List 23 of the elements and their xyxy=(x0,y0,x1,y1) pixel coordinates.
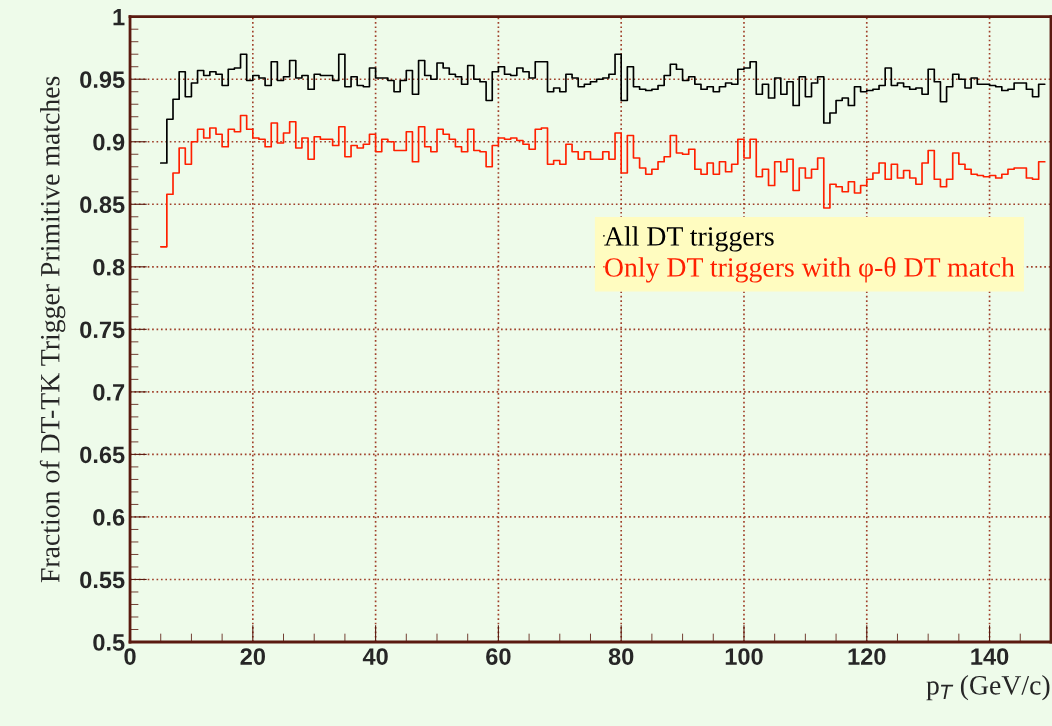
y-tick-label: 0.8 xyxy=(93,258,125,276)
y-tick-label: 0.7 xyxy=(93,383,125,401)
y-tick-label: 0.75 xyxy=(80,321,125,339)
y-tick-label: 0.55 xyxy=(80,571,125,589)
y-tick-label: 0.5 xyxy=(93,634,125,651)
y-tick-label: 0.85 xyxy=(80,196,125,214)
x-tick-label: 20 xyxy=(240,648,265,665)
x-tick-label: 100 xyxy=(725,648,763,665)
y-tick-label: 0.9 xyxy=(93,133,125,151)
x-axis-title: p$_{T}$ (GeV/c) xyxy=(926,675,1050,701)
x-tick-label: 40 xyxy=(362,648,388,665)
y-tick-label: 1 xyxy=(113,9,125,26)
x-tick-label: 140 xyxy=(971,648,1009,665)
y-tick-label: 0.65 xyxy=(80,446,125,464)
legend-label: Only DT triggers with φ-θ DT match xyxy=(605,257,1015,283)
x-tick-label: 120 xyxy=(848,648,886,665)
y-tick-label: 0.95 xyxy=(80,71,125,89)
x-tick-label: 80 xyxy=(608,648,634,665)
y-tick-label: 0.6 xyxy=(93,509,125,526)
x-tick-label: 0 xyxy=(124,648,136,665)
x-tick-label: 60 xyxy=(486,648,511,665)
y-axis-title: Fraction of DT-TK Trigger Primitive matches xyxy=(39,76,66,583)
legend-label: All DT triggers xyxy=(604,226,774,252)
